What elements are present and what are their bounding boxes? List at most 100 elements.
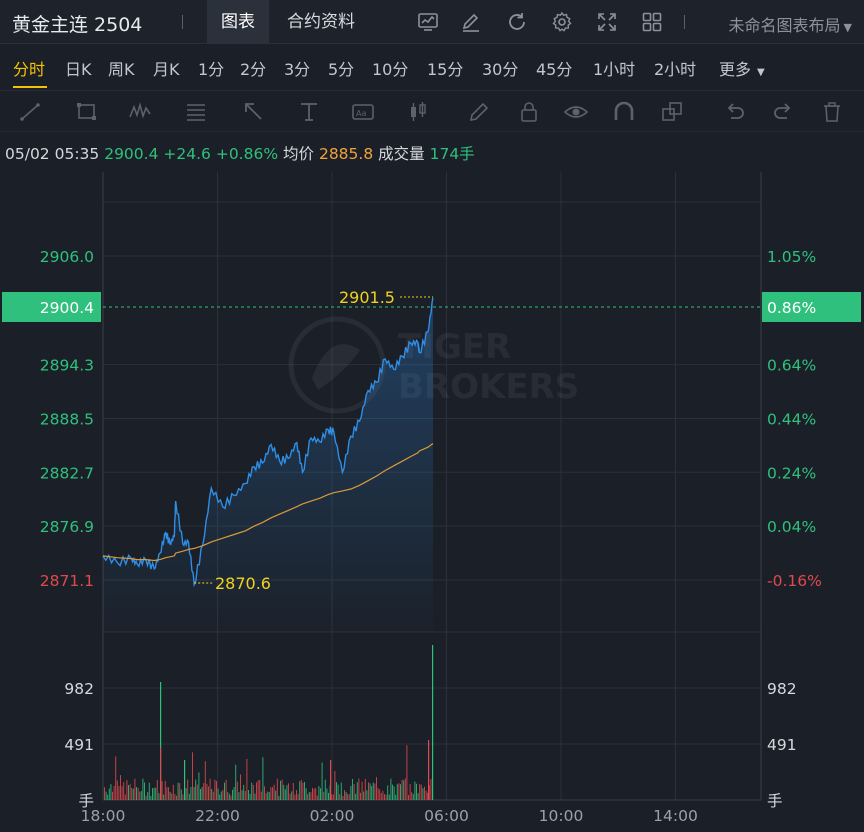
volume-bar xyxy=(110,784,112,800)
fibonacci-tool-icon[interactable] xyxy=(183,99,209,125)
volume-bar xyxy=(262,757,264,800)
volume-bar xyxy=(286,785,288,800)
volume-bar xyxy=(364,778,366,800)
volume-bar xyxy=(104,787,105,800)
tab-chart[interactable]: 图表 xyxy=(207,0,269,44)
fullscreen-icon[interactable] xyxy=(595,10,619,34)
volume-bar xyxy=(208,786,209,800)
volume-unit-label: 手 xyxy=(767,792,783,810)
volume-bar xyxy=(128,785,129,800)
edit-icon[interactable] xyxy=(459,10,483,34)
interval-1m[interactable]: 1分 xyxy=(198,60,225,79)
percent-tick-label: 0.24% xyxy=(767,464,816,482)
volume-bar xyxy=(302,782,304,800)
volume-bar xyxy=(382,791,384,800)
interval-10m[interactable]: 10分 xyxy=(372,60,409,79)
volume-bar xyxy=(332,794,334,800)
candle-tool-icon[interactable] xyxy=(405,99,431,125)
price-line xyxy=(102,297,434,588)
time-tick-label: 22:00 xyxy=(195,807,240,825)
volume-bar xyxy=(108,788,110,800)
volume-bar xyxy=(200,789,201,800)
volume-bar xyxy=(430,779,432,800)
refresh-icon[interactable] xyxy=(505,10,529,34)
volume-bar xyxy=(145,795,147,800)
interval-monthly[interactable]: 月K xyxy=(153,60,180,79)
volume-bar xyxy=(323,791,325,800)
chevron-down-icon: ▼ xyxy=(843,21,852,34)
volume-bar xyxy=(320,788,321,800)
volume-bar xyxy=(198,772,200,800)
trendline-tool-icon[interactable] xyxy=(18,99,44,125)
interval-30m[interactable]: 30分 xyxy=(482,60,519,79)
interval-intraday[interactable]: 分时 xyxy=(13,60,46,79)
volume-bar xyxy=(340,782,342,800)
interval-weekly[interactable]: 周K xyxy=(108,60,135,79)
tab-contract-info[interactable]: 合约资料 xyxy=(287,12,355,32)
eye-icon[interactable] xyxy=(563,99,589,125)
price-area-fill xyxy=(103,297,433,632)
magnet-icon[interactable] xyxy=(611,99,637,125)
volume-bar xyxy=(379,789,381,800)
interval-more[interactable]: 更多 ▼ xyxy=(719,56,765,80)
volume-bar xyxy=(176,795,177,800)
volume-bar xyxy=(377,788,379,800)
volume-bar xyxy=(113,785,115,800)
volume-bar xyxy=(147,792,149,800)
volume-bar xyxy=(249,793,251,800)
volume-bar xyxy=(297,794,299,800)
volume-bar xyxy=(236,781,238,800)
rectangle-tool-icon[interactable] xyxy=(74,99,100,125)
interval-2m[interactable]: 2分 xyxy=(240,60,267,79)
chart-monitor-icon[interactable] xyxy=(416,10,440,34)
volume-bar xyxy=(336,782,337,800)
trash-icon[interactable] xyxy=(819,99,845,125)
layout-selector[interactable]: 未命名图表布局 ▼ xyxy=(729,12,852,36)
interval-15m[interactable]: 15分 xyxy=(427,60,464,79)
volume-bar xyxy=(132,788,134,800)
volume-bar xyxy=(158,793,160,800)
layers-icon[interactable] xyxy=(659,99,685,125)
pencil-icon[interactable] xyxy=(466,99,492,125)
volume-bar xyxy=(324,779,326,800)
interval-2h[interactable]: 2小时 xyxy=(654,60,697,79)
volume-bars xyxy=(104,645,434,800)
volume-bar xyxy=(337,784,339,800)
lock-icon[interactable] xyxy=(516,99,542,125)
undo-icon[interactable] xyxy=(722,99,748,125)
text-tool-icon[interactable] xyxy=(296,99,322,125)
volume-bar xyxy=(278,795,280,800)
redo-icon[interactable] xyxy=(770,99,796,125)
volume-bar xyxy=(432,645,434,800)
arrow-tool-icon[interactable] xyxy=(241,99,267,125)
volume-bar xyxy=(283,784,285,800)
volume-bar xyxy=(396,784,398,800)
volume-bar xyxy=(137,787,139,800)
intraday-chart[interactable]: TIGER BROKERS 2906.0 1.05%2894.3 0.64%2888… xyxy=(0,170,864,832)
interval-45m[interactable]: 45分 xyxy=(536,60,573,79)
volume-bar xyxy=(144,782,145,800)
volume-tick-label: 982 xyxy=(64,680,94,698)
active-interval-indicator xyxy=(13,86,47,88)
volume-bar xyxy=(411,792,413,800)
volume-bar xyxy=(403,780,405,800)
interval-3m[interactable]: 3分 xyxy=(284,60,311,79)
gear-icon[interactable] xyxy=(550,10,574,34)
volume-bar xyxy=(326,788,328,800)
wave-pattern-tool-icon[interactable] xyxy=(128,99,154,125)
volume-bar xyxy=(228,793,230,800)
time-tick-label: 18:00 xyxy=(81,807,126,825)
volume-bar xyxy=(182,794,184,800)
volume-bar xyxy=(219,794,221,800)
interval-1h[interactable]: 1小时 xyxy=(593,60,636,79)
interval-daily[interactable]: 日K xyxy=(65,60,92,79)
volume-bar xyxy=(280,780,281,800)
volume-bar xyxy=(192,752,193,800)
grid-layout-icon[interactable] xyxy=(640,10,664,34)
label-tool-icon[interactable]: Aa xyxy=(350,99,376,125)
volume-bar xyxy=(107,794,109,800)
volume-bar xyxy=(330,760,332,800)
interval-5m[interactable]: 5分 xyxy=(328,60,355,79)
volume-bar xyxy=(241,790,243,800)
volume-bar xyxy=(171,793,173,800)
